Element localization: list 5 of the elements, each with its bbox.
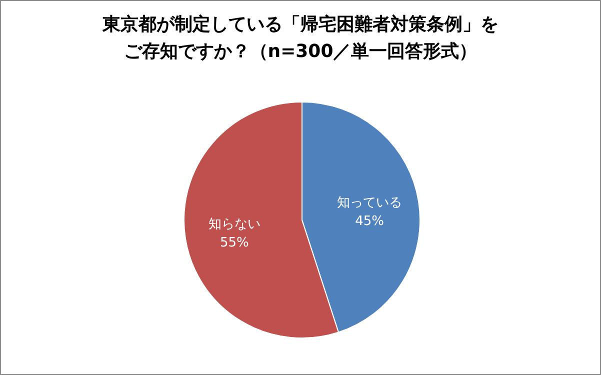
data-label: 55% (220, 235, 249, 250)
slice-label: 知らない (208, 217, 260, 232)
chart-title: 東京都が制定している「帰宅困難者対策条例」をご存知ですか？（n=300／単一回答形式） (102, 14, 498, 62)
slice-label: 知っている (337, 196, 402, 211)
data-label: 45% (355, 214, 384, 229)
